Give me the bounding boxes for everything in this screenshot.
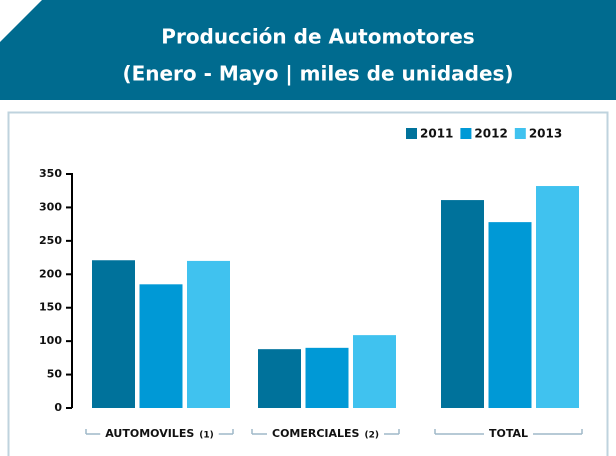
y-tick-label: 350 — [39, 167, 62, 180]
bar — [187, 260, 230, 408]
legend-label: 2012 — [474, 127, 507, 141]
legend-swatch — [514, 128, 526, 139]
bar — [441, 200, 484, 408]
x-tick-label: AUTOMOVILES — [105, 427, 194, 440]
legend-swatch — [406, 128, 417, 139]
bar — [353, 335, 396, 408]
y-tick-label: 150 — [39, 301, 62, 314]
y-tick-label: 0 — [54, 401, 62, 414]
legend-label: 2011 — [420, 127, 453, 141]
header-band — [0, 0, 616, 100]
y-tick-label: 200 — [39, 267, 62, 280]
x-tick-note: (2) — [364, 431, 379, 441]
chart-title: Producción de Automotores — [161, 25, 474, 49]
x-tick-note: (1) — [199, 431, 214, 441]
bar — [139, 284, 183, 408]
y-tick-label: 300 — [39, 200, 62, 213]
bar — [258, 349, 301, 408]
legend-swatch — [460, 128, 472, 139]
x-tick-label: TOTAL — [489, 427, 528, 440]
legend-label: 2013 — [529, 127, 562, 141]
y-tick-label: 100 — [39, 334, 62, 347]
bar — [536, 186, 579, 408]
bar — [92, 260, 135, 408]
y-tick-label: 50 — [47, 368, 63, 381]
bar — [305, 347, 349, 408]
x-tick-label: COMERCIALES — [272, 427, 360, 440]
bar — [488, 222, 532, 408]
y-tick-label: 250 — [39, 234, 62, 247]
chart-subtitle: (Enero - Mayo | miles de unidades) — [122, 62, 513, 86]
